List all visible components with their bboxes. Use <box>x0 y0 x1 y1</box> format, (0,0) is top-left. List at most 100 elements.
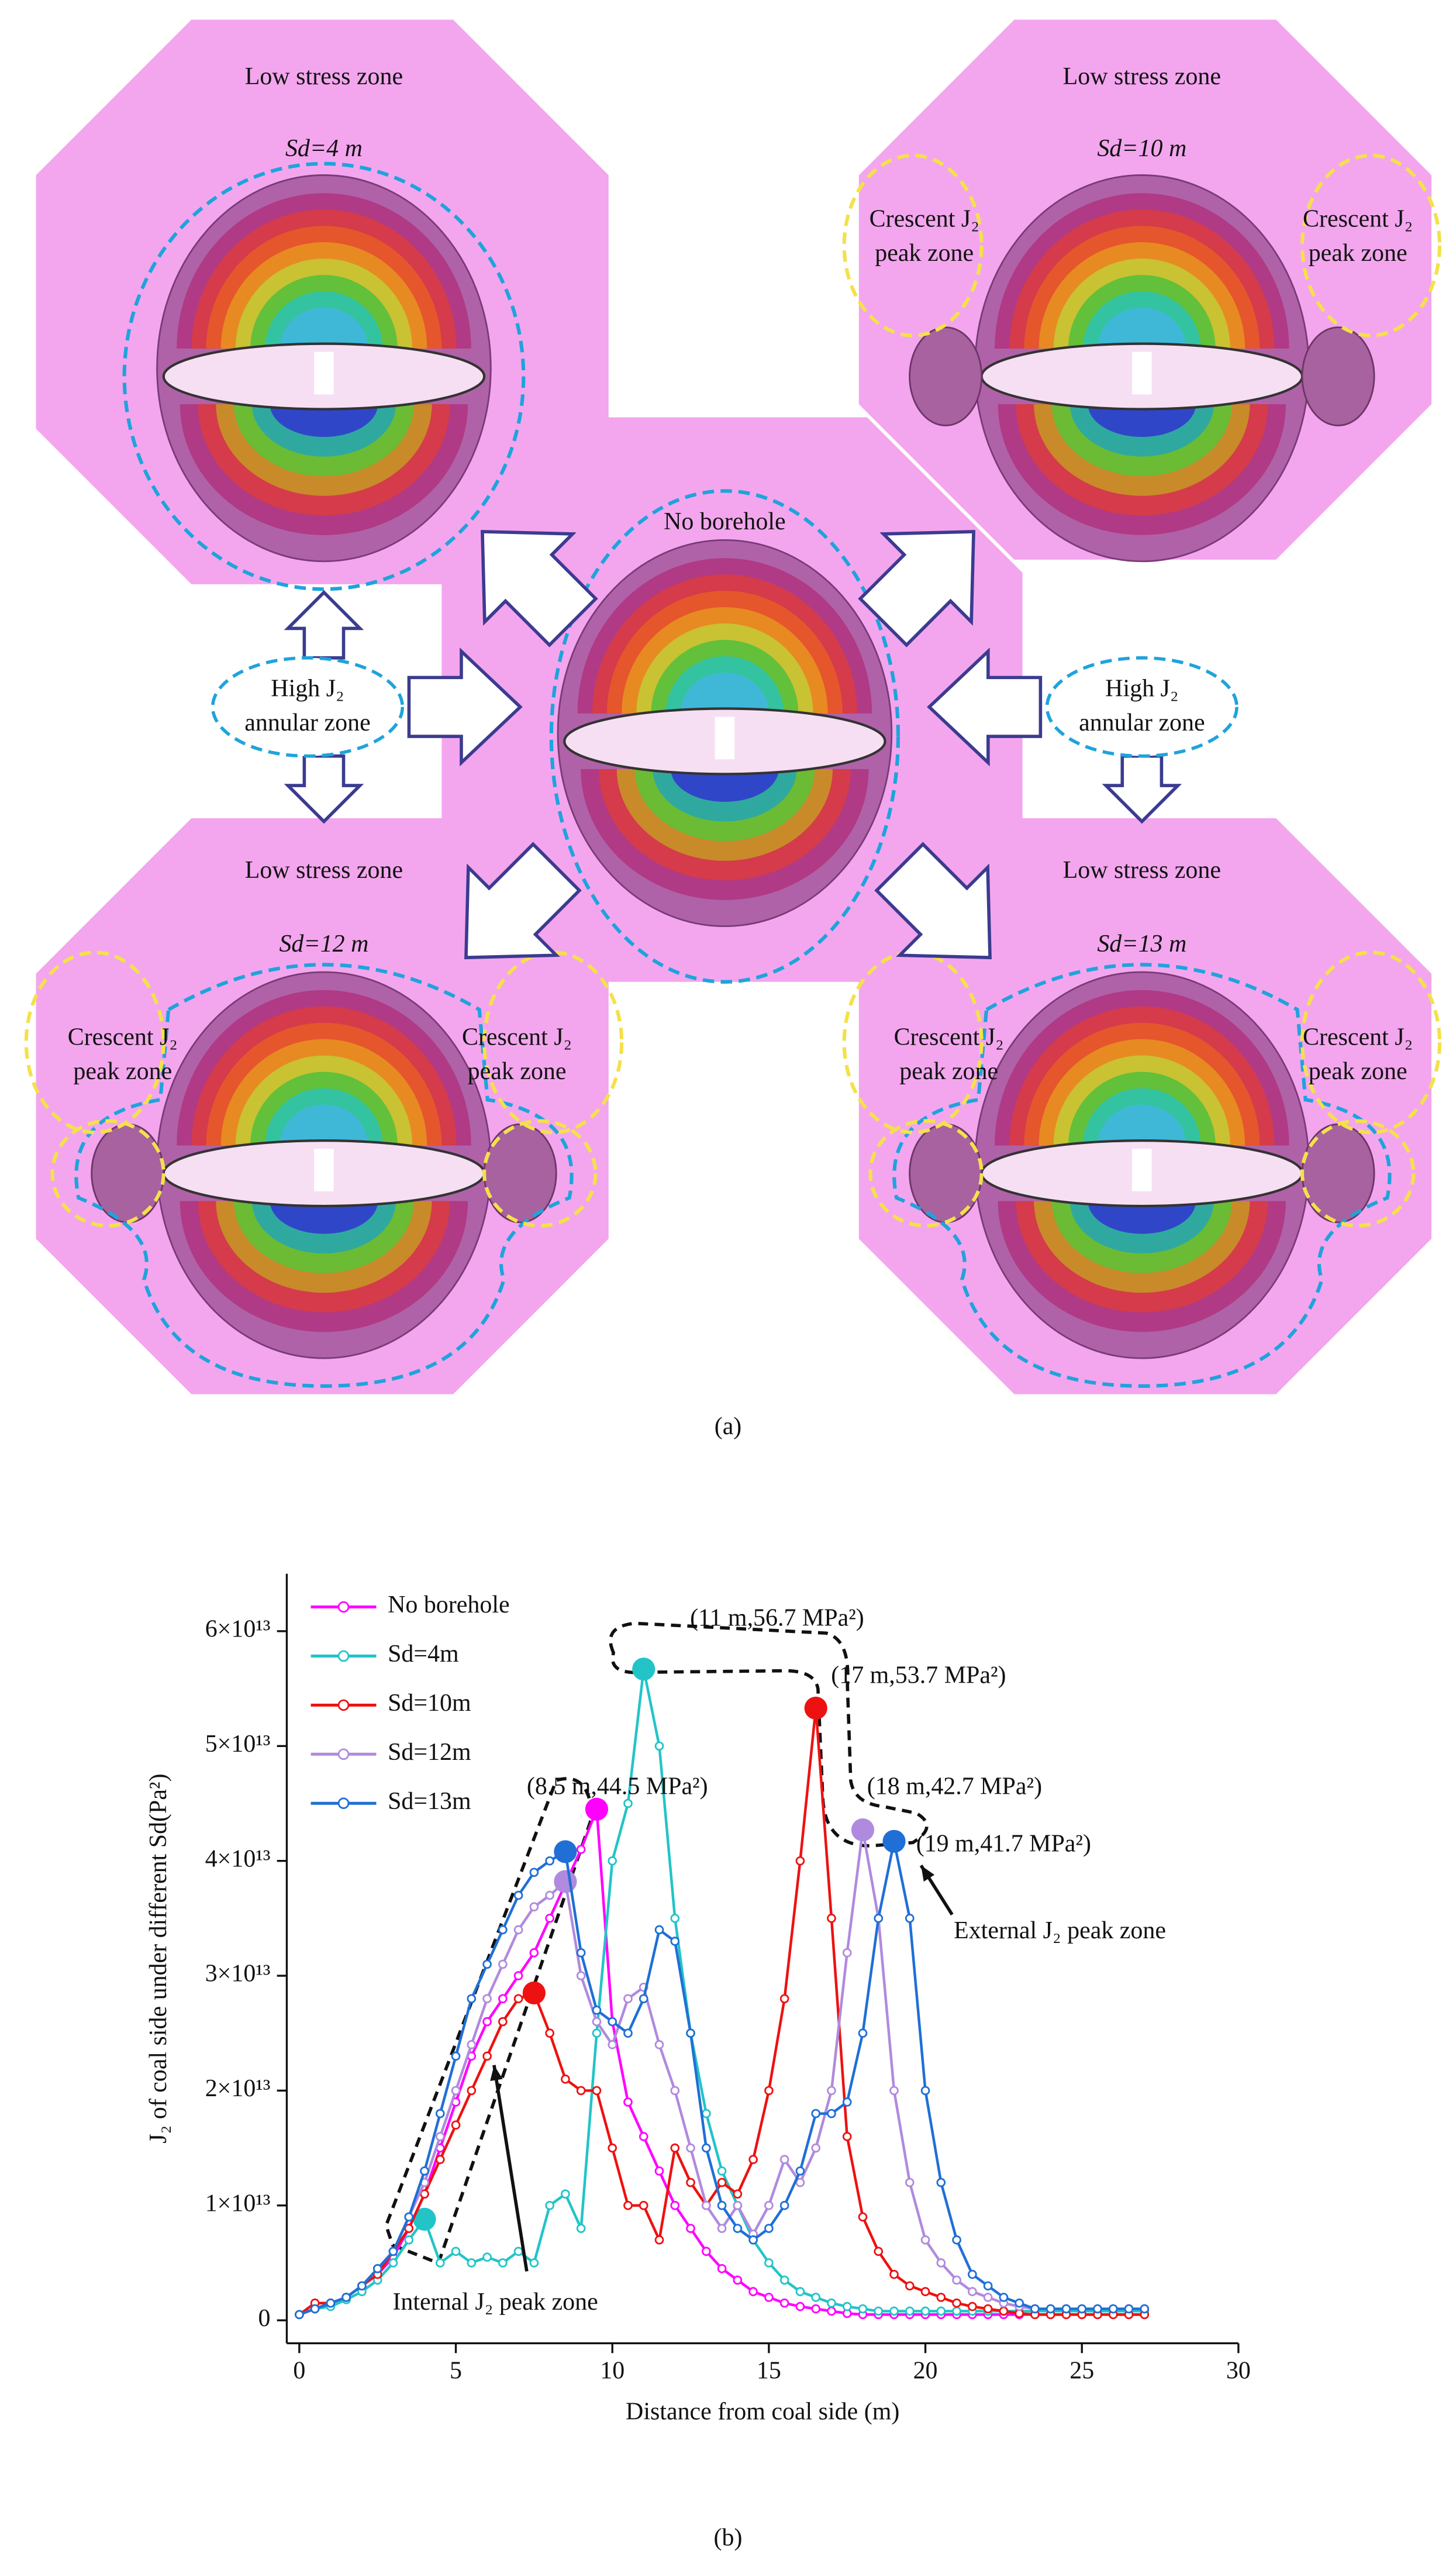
data-point <box>733 2275 743 2285</box>
data-point <box>451 2247 461 2256</box>
stress-band <box>1088 1201 1196 1234</box>
data-point <box>654 1925 664 1935</box>
legend-swatch <box>337 1650 350 1662</box>
x-tick-label: 30 <box>1226 2357 1251 2384</box>
data-point <box>420 2166 429 2176</box>
data-point <box>561 2189 570 2199</box>
data-point <box>920 2287 930 2296</box>
data-point <box>842 2301 852 2311</box>
panel-label: (a) <box>715 1413 742 1440</box>
data-point <box>779 1994 789 2004</box>
dashed-outline <box>842 153 984 337</box>
data-point <box>670 2143 680 2153</box>
zone-label: Low stress zone <box>1063 63 1221 90</box>
data-point <box>764 2293 774 2302</box>
data-point <box>686 2224 695 2233</box>
annular-outline <box>1045 656 1238 758</box>
data-point <box>513 1890 523 1900</box>
data-point <box>952 2306 961 2316</box>
data-point <box>576 2086 586 2096</box>
roadway-core <box>715 716 735 760</box>
peak-marker <box>554 1870 577 1893</box>
crescent-label: peak zone <box>468 1058 567 1085</box>
data-point <box>561 2074 570 2084</box>
annotation: (18 m,42.7 MPa²) <box>867 1773 1042 1800</box>
y-axis-label: J₂ of coal side under different Sd(Pa²) <box>145 1773 172 2143</box>
data-point <box>858 2028 868 2038</box>
data-point <box>686 2028 695 2038</box>
data-point <box>592 2086 602 2096</box>
spacing-label: Sd=4 m <box>285 135 363 162</box>
arrow <box>407 647 523 767</box>
center-label: No borehole <box>664 508 786 535</box>
crescent-lobe <box>1301 326 1375 426</box>
stress-band <box>280 1104 368 1146</box>
data-point <box>1093 2304 1102 2314</box>
data-point <box>639 2200 648 2210</box>
legend-label: Sd=12m <box>388 1739 471 1766</box>
data-point <box>936 2258 946 2268</box>
y-tick-label: 1×10¹³ <box>205 2190 271 2217</box>
data-point <box>1015 2298 1024 2308</box>
data-point <box>1030 2304 1040 2314</box>
annular-label: annular zone <box>1079 709 1205 736</box>
data-point <box>404 2224 414 2233</box>
data-point <box>1061 2304 1071 2314</box>
annotation: (8.5 m,44.5 MPa²) <box>527 1773 708 1800</box>
y-tick-label: 0 <box>258 2305 270 2332</box>
data-point <box>435 2258 445 2268</box>
data-point <box>545 1856 554 1866</box>
crescent-label: Crescent J₂ <box>462 1024 572 1050</box>
data-point <box>842 1948 852 1958</box>
data-point <box>608 1856 617 1866</box>
annular-outline <box>211 656 405 758</box>
data-point <box>811 2143 821 2153</box>
data-point <box>905 2306 915 2316</box>
data-point <box>513 1971 523 1980</box>
peak-marker <box>882 1829 906 1853</box>
x-axis-label: Distance from coal side (m) <box>626 2398 899 2425</box>
data-point <box>952 2235 961 2245</box>
data-point <box>858 2212 868 2222</box>
stress-band <box>270 404 378 437</box>
arrow <box>858 530 975 647</box>
y-tick-label: 4×10¹³ <box>205 1845 271 1872</box>
data-point <box>827 1914 836 1923</box>
dashed-outline <box>1300 1119 1416 1228</box>
data-point <box>513 1994 523 2004</box>
data-point <box>764 2224 774 2233</box>
data-point <box>498 1994 508 2004</box>
crescent-lobe <box>483 1123 557 1224</box>
legend-swatch <box>337 1748 350 1760</box>
data-point <box>748 2287 758 2296</box>
x-tick-label: 5 <box>450 2357 462 2384</box>
data-point <box>889 2086 899 2096</box>
arrows <box>284 530 1182 960</box>
arrow <box>284 590 364 660</box>
panel-label: (b) <box>714 2524 743 2551</box>
data-point <box>874 2247 884 2256</box>
dashed-outline <box>482 950 624 1135</box>
crescent-label: Crescent J₂ <box>1303 1024 1413 1050</box>
data-point <box>670 2200 680 2210</box>
annotation-arrow <box>492 2065 529 2272</box>
data-point <box>811 2304 821 2314</box>
data-point <box>936 2293 946 2302</box>
y-tick-label: 5×10¹³ <box>205 1731 271 1758</box>
legend-label: Sd=13m <box>388 1788 471 1815</box>
data-point <box>968 2269 977 2279</box>
dashed-outline <box>74 963 574 1388</box>
data-point <box>310 2304 320 2314</box>
arrow <box>481 530 598 647</box>
data-point <box>1140 2304 1150 2314</box>
data-point <box>905 2177 915 2187</box>
data-point <box>858 2304 868 2314</box>
y-tick-label: 3×10¹³ <box>205 1961 271 1987</box>
data-point <box>733 2189 743 2199</box>
data-point <box>498 1959 508 1969</box>
data-point <box>451 2051 461 2061</box>
crescent-label: peak zone <box>73 1058 172 1085</box>
data-point <box>670 1914 680 1923</box>
data-point <box>983 2304 993 2314</box>
